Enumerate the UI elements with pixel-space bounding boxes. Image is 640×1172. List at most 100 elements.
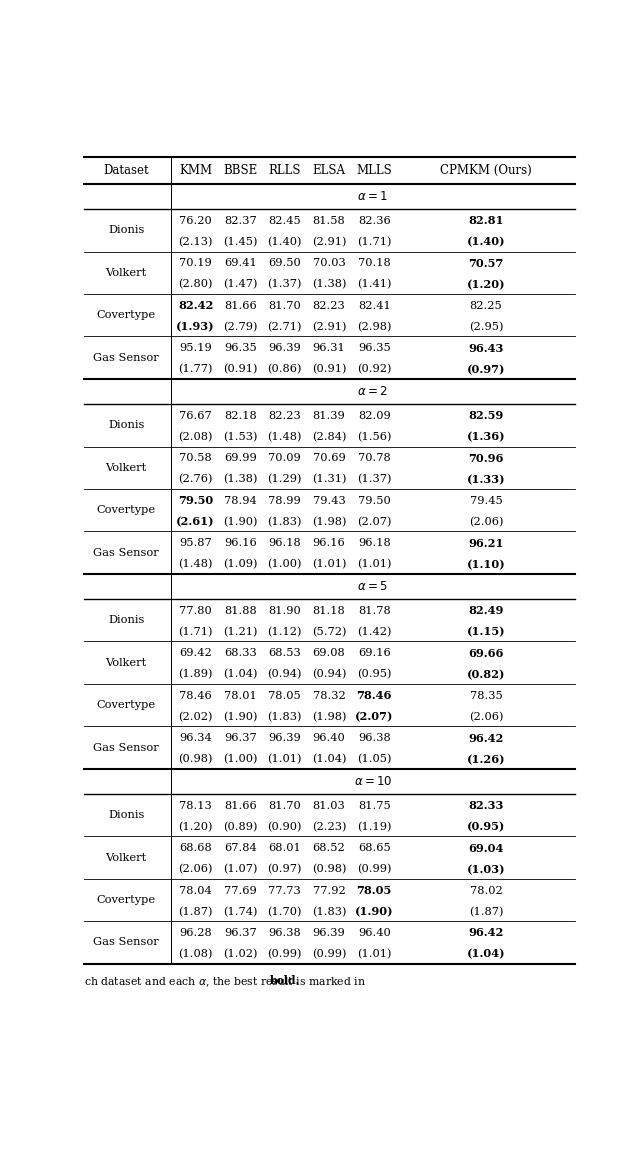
Text: 95.87: 95.87 bbox=[179, 538, 212, 548]
Text: (1.90): (1.90) bbox=[223, 517, 258, 527]
Text: (0.97): (0.97) bbox=[467, 364, 505, 375]
Text: 82.45: 82.45 bbox=[268, 216, 301, 226]
Text: 96.28: 96.28 bbox=[179, 928, 212, 938]
Text: ELSA: ELSA bbox=[312, 164, 346, 177]
Text: (1.45): (1.45) bbox=[223, 237, 258, 247]
Text: 81.70: 81.70 bbox=[268, 800, 301, 811]
Text: (1.93): (1.93) bbox=[176, 321, 215, 333]
Text: (1.05): (1.05) bbox=[357, 754, 392, 764]
Text: (1.20): (1.20) bbox=[467, 279, 506, 291]
Text: (1.19): (1.19) bbox=[357, 822, 392, 832]
Text: Gas Sensor: Gas Sensor bbox=[93, 547, 159, 558]
Text: (1.01): (1.01) bbox=[267, 754, 301, 764]
Text: (1.21): (1.21) bbox=[223, 627, 258, 638]
Text: 77.80: 77.80 bbox=[179, 606, 212, 615]
Text: (1.12): (1.12) bbox=[267, 627, 301, 638]
Text: 70.03: 70.03 bbox=[312, 258, 346, 268]
Text: MLLS: MLLS bbox=[356, 164, 392, 177]
Text: (1.01): (1.01) bbox=[357, 559, 392, 570]
Text: 96.39: 96.39 bbox=[268, 732, 301, 743]
Text: RLLS: RLLS bbox=[268, 164, 301, 177]
Text: (0.99): (0.99) bbox=[267, 949, 301, 960]
Text: 68.53: 68.53 bbox=[268, 648, 301, 659]
Text: Gas Sensor: Gas Sensor bbox=[93, 743, 159, 752]
Text: (1.40): (1.40) bbox=[467, 237, 506, 247]
Text: 68.65: 68.65 bbox=[358, 843, 390, 853]
Text: (1.20): (1.20) bbox=[179, 822, 213, 832]
Text: (2.07): (2.07) bbox=[357, 517, 392, 527]
Text: 70.96: 70.96 bbox=[468, 452, 504, 464]
Text: bold.: bold. bbox=[269, 975, 300, 987]
Text: $\alpha = 10$: $\alpha = 10$ bbox=[353, 775, 392, 788]
Text: (1.31): (1.31) bbox=[312, 475, 346, 485]
Text: 82.23: 82.23 bbox=[312, 301, 346, 311]
Text: (0.91): (0.91) bbox=[223, 364, 258, 375]
Text: 96.21: 96.21 bbox=[468, 538, 504, 548]
Text: 82.49: 82.49 bbox=[468, 605, 504, 616]
Text: (1.98): (1.98) bbox=[312, 517, 346, 527]
Text: 81.66: 81.66 bbox=[225, 800, 257, 811]
Text: (0.99): (0.99) bbox=[312, 949, 346, 960]
Text: Volkert: Volkert bbox=[106, 463, 147, 472]
Text: 81.58: 81.58 bbox=[312, 216, 346, 226]
Text: 69.04: 69.04 bbox=[468, 843, 504, 853]
Text: (1.77): (1.77) bbox=[179, 364, 213, 375]
Text: 79.50: 79.50 bbox=[358, 496, 390, 505]
Text: (1.09): (1.09) bbox=[223, 559, 258, 570]
Text: (1.90): (1.90) bbox=[223, 711, 258, 722]
Text: 96.16: 96.16 bbox=[312, 538, 346, 548]
Text: CPMKM (Ours): CPMKM (Ours) bbox=[440, 164, 532, 177]
Text: 96.18: 96.18 bbox=[358, 538, 390, 548]
Text: (0.97): (0.97) bbox=[267, 864, 301, 874]
Text: 70.78: 70.78 bbox=[358, 454, 390, 463]
Text: 78.02: 78.02 bbox=[470, 886, 502, 895]
Text: 70.09: 70.09 bbox=[268, 454, 301, 463]
Text: (0.86): (0.86) bbox=[267, 364, 301, 375]
Text: (2.91): (2.91) bbox=[312, 322, 346, 332]
Text: 68.33: 68.33 bbox=[225, 648, 257, 659]
Text: 78.32: 78.32 bbox=[312, 690, 346, 701]
Text: (2.61): (2.61) bbox=[176, 517, 215, 527]
Text: 82.36: 82.36 bbox=[358, 216, 390, 226]
Text: 78.05: 78.05 bbox=[356, 885, 392, 897]
Text: 69.16: 69.16 bbox=[358, 648, 390, 659]
Text: 76.67: 76.67 bbox=[179, 411, 212, 421]
Text: 67.84: 67.84 bbox=[225, 843, 257, 853]
Text: (0.92): (0.92) bbox=[357, 364, 392, 375]
Text: (1.00): (1.00) bbox=[223, 754, 258, 764]
Text: (2.91): (2.91) bbox=[312, 237, 346, 247]
Text: Volkert: Volkert bbox=[106, 268, 147, 278]
Text: (1.42): (1.42) bbox=[357, 627, 392, 638]
Text: (1.07): (1.07) bbox=[223, 864, 258, 874]
Text: (0.95): (0.95) bbox=[357, 669, 392, 680]
Text: Dionis: Dionis bbox=[108, 810, 144, 820]
Text: (1.89): (1.89) bbox=[179, 669, 213, 680]
Text: (0.90): (0.90) bbox=[267, 822, 301, 832]
Text: (1.53): (1.53) bbox=[223, 432, 258, 442]
Text: 96.38: 96.38 bbox=[358, 732, 390, 743]
Text: 78.46: 78.46 bbox=[356, 690, 392, 701]
Text: (0.91): (0.91) bbox=[312, 364, 346, 375]
Text: (2.84): (2.84) bbox=[312, 432, 346, 442]
Text: Volkert: Volkert bbox=[106, 852, 147, 863]
Text: 96.42: 96.42 bbox=[468, 927, 504, 939]
Text: (2.98): (2.98) bbox=[357, 322, 392, 332]
Text: 78.99: 78.99 bbox=[268, 496, 301, 505]
Text: 82.37: 82.37 bbox=[225, 216, 257, 226]
Text: (0.98): (0.98) bbox=[312, 864, 346, 874]
Text: 82.23: 82.23 bbox=[268, 411, 301, 421]
Text: (0.89): (0.89) bbox=[223, 822, 258, 832]
Text: 68.01: 68.01 bbox=[268, 843, 301, 853]
Text: Volkert: Volkert bbox=[106, 657, 147, 668]
Text: 96.37: 96.37 bbox=[225, 928, 257, 938]
Text: Covertype: Covertype bbox=[97, 895, 156, 905]
Text: (1.83): (1.83) bbox=[267, 711, 301, 722]
Text: $\alpha = 2$: $\alpha = 2$ bbox=[357, 386, 388, 398]
Text: (1.48): (1.48) bbox=[179, 559, 213, 570]
Text: Dionis: Dionis bbox=[108, 615, 144, 626]
Text: (0.94): (0.94) bbox=[267, 669, 301, 680]
Text: 82.41: 82.41 bbox=[358, 301, 390, 311]
Text: 82.18: 82.18 bbox=[225, 411, 257, 421]
Text: 81.88: 81.88 bbox=[225, 606, 257, 615]
Text: (1.40): (1.40) bbox=[267, 237, 301, 247]
